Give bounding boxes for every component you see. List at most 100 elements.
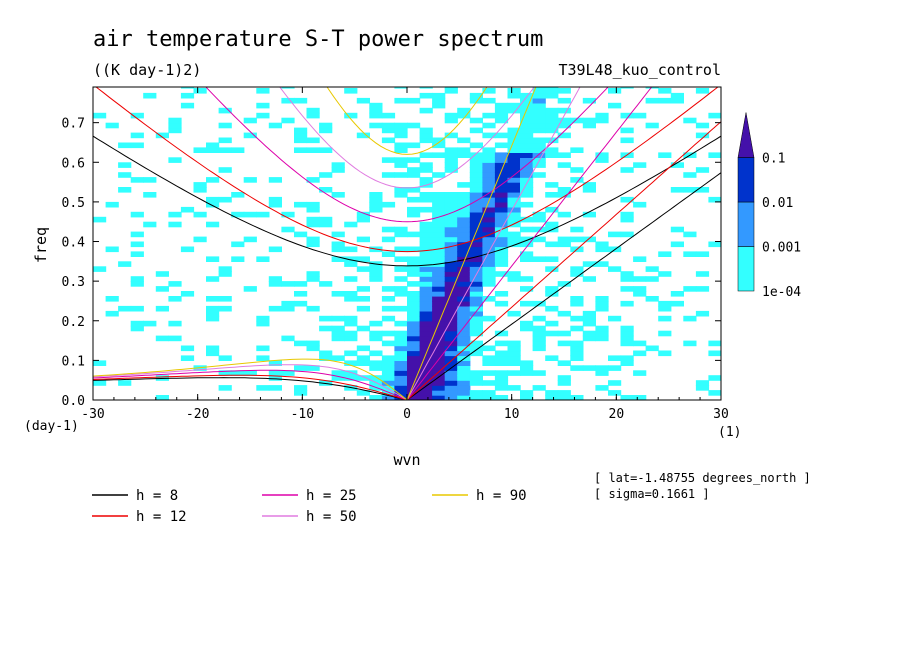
rossby-curve — [93, 377, 408, 400]
field-cell — [457, 246, 471, 253]
field-cell — [545, 107, 559, 114]
field-cell — [419, 236, 433, 243]
field-cell — [507, 167, 521, 173]
field-cell — [281, 305, 295, 312]
field-cell — [494, 196, 509, 203]
field-cell — [532, 226, 546, 233]
field-cell — [419, 300, 433, 307]
field-cell — [444, 286, 458, 292]
field-cell — [469, 370, 483, 376]
field-cell — [457, 266, 471, 272]
field-cell — [306, 137, 320, 144]
field-cell — [444, 147, 458, 153]
field-cell — [407, 360, 421, 366]
field-cell — [319, 122, 333, 129]
field-cell — [658, 315, 672, 322]
field-cell — [582, 97, 596, 104]
field-cell — [695, 251, 710, 257]
field-cell — [469, 92, 483, 99]
field-cell — [294, 390, 308, 396]
field-cell — [180, 206, 195, 213]
field-cell — [469, 241, 483, 248]
field-cell — [294, 201, 308, 208]
field-cell — [130, 132, 144, 139]
field-cell — [118, 142, 132, 149]
field-cell — [369, 196, 383, 203]
field-cell — [419, 261, 433, 267]
field-cell — [407, 315, 421, 322]
field-cell — [168, 117, 182, 124]
lat-note: [ lat=-1.48755 degrees_north ] — [594, 471, 811, 485]
field-cell — [231, 256, 245, 262]
field-cell — [306, 107, 320, 114]
field-cell — [444, 300, 458, 307]
field-cell — [356, 236, 370, 243]
field-cell — [394, 87, 408, 89]
field-cell — [457, 241, 471, 248]
field-cell — [118, 380, 132, 386]
field-cell — [105, 296, 119, 302]
field-cell — [331, 291, 345, 297]
field-cell — [394, 355, 408, 361]
field-cell — [721, 147, 734, 153]
field-cell — [369, 201, 383, 208]
field-cell — [482, 261, 496, 267]
field-cell — [231, 192, 245, 198]
field-cell — [582, 276, 596, 282]
field-cell — [457, 370, 471, 376]
field-cell — [105, 310, 119, 317]
field-cell — [658, 251, 672, 257]
field-cell — [444, 196, 458, 203]
field-cell — [268, 305, 282, 312]
field-cell — [595, 325, 609, 332]
field-cell — [633, 291, 647, 297]
field-cell — [206, 310, 220, 317]
field-cell — [143, 320, 157, 327]
field-cell — [494, 177, 509, 183]
legend-label: h = 50 — [306, 509, 357, 525]
colorbar-label: 0.01 — [762, 196, 793, 211]
field-cell — [432, 375, 446, 381]
field-cell — [419, 296, 433, 302]
field-cell — [444, 88, 458, 94]
field-cell — [256, 385, 270, 391]
field-cell — [118, 172, 132, 178]
field-cell — [218, 107, 232, 114]
field-cell — [407, 196, 421, 203]
field-cell — [582, 187, 596, 193]
field-cell — [645, 97, 659, 104]
field-cell — [432, 226, 446, 233]
field-cell — [432, 271, 446, 277]
field-cell — [344, 256, 358, 262]
field-cell — [294, 365, 308, 371]
field-cell — [457, 112, 471, 119]
field-cell — [683, 117, 697, 124]
field-cell — [469, 291, 483, 297]
field-cell — [444, 350, 458, 357]
field-cell — [482, 370, 496, 376]
field-cell — [218, 355, 232, 361]
field-cell — [218, 167, 232, 173]
field-cell — [444, 335, 458, 342]
field-cell — [369, 206, 383, 213]
field-cell — [381, 122, 396, 129]
field-cell — [469, 300, 483, 307]
field-cell — [532, 127, 546, 134]
field-cell — [507, 340, 521, 347]
field-cell — [457, 305, 471, 312]
field-cell — [545, 127, 559, 134]
field-cell — [507, 201, 521, 208]
field-cell — [193, 211, 207, 218]
field-cell — [231, 211, 245, 218]
field-cell — [130, 231, 144, 238]
field-cell — [545, 390, 559, 396]
field-cell — [419, 276, 433, 282]
field-cell — [620, 360, 634, 366]
field-cell — [557, 187, 571, 193]
field-cell — [507, 310, 521, 317]
field-cell — [570, 236, 584, 243]
field-cell — [381, 330, 396, 337]
field-cell — [419, 167, 433, 173]
field-cell — [231, 147, 245, 153]
field-cell — [381, 380, 396, 386]
